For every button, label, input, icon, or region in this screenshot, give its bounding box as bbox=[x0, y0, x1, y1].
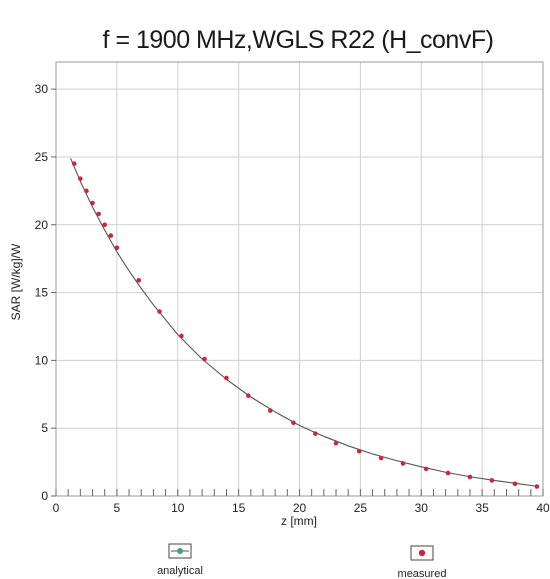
measured-point bbox=[78, 176, 83, 181]
measured-point bbox=[136, 278, 142, 283]
y-tick-label: 10 bbox=[35, 353, 49, 367]
measured-point bbox=[333, 440, 339, 446]
x-tick-label: 25 bbox=[354, 501, 368, 515]
measured-point bbox=[313, 431, 318, 436]
measured-point bbox=[224, 375, 229, 381]
y-tick-label: 30 bbox=[35, 82, 49, 96]
y-tick-label: 20 bbox=[35, 218, 49, 232]
measured-point bbox=[378, 455, 384, 461]
legend-measured-marker bbox=[418, 549, 426, 557]
chart-title: f = 1900 MHz,WGLS R22 (H_convF) bbox=[103, 26, 494, 54]
x-tick-label: 15 bbox=[232, 501, 246, 515]
x-tick-label: 10 bbox=[171, 501, 185, 515]
x-tick-label: 30 bbox=[415, 501, 429, 515]
measured-point bbox=[71, 161, 77, 167]
y-axis-label: SAR [W/kg]/W bbox=[9, 243, 23, 320]
measured-point bbox=[157, 309, 162, 314]
x-tick-label: 20 bbox=[293, 501, 307, 515]
analytical-curve bbox=[70, 158, 537, 487]
legend-measured-label: measured bbox=[398, 568, 447, 579]
measured-point bbox=[96, 211, 101, 217]
legend-analytical-marker bbox=[177, 548, 183, 554]
measured-point bbox=[400, 461, 406, 466]
measured-point bbox=[267, 408, 273, 413]
measured-point bbox=[467, 474, 473, 480]
y-tick-label: 0 bbox=[41, 489, 48, 503]
y-tick-label: 15 bbox=[35, 286, 49, 300]
measured-point bbox=[356, 448, 362, 454]
grid bbox=[55, 62, 544, 497]
measured-point bbox=[108, 233, 114, 238]
legend-analytical: analytical bbox=[157, 543, 203, 577]
y-tick-labels: 0 5 10 15 20 25 30 bbox=[35, 82, 56, 503]
measured-point bbox=[512, 481, 518, 487]
x-tick-label: 40 bbox=[536, 501, 550, 515]
x-minor-ticks bbox=[55, 489, 544, 496]
x-tick-label: 0 bbox=[53, 501, 60, 515]
measured-point bbox=[423, 466, 429, 472]
x-tick-label: 5 bbox=[114, 501, 121, 515]
x-axis-label: z [mm] bbox=[281, 514, 317, 528]
legend-measured: measured bbox=[398, 545, 447, 579]
legend: analytical measured bbox=[157, 543, 447, 579]
x-tick-label: 35 bbox=[475, 501, 489, 515]
measured-point bbox=[489, 478, 495, 483]
measured-point bbox=[445, 470, 451, 476]
measured-point bbox=[90, 200, 95, 206]
y-tick-label: 25 bbox=[35, 150, 49, 164]
measured-point bbox=[534, 484, 540, 489]
measured-point bbox=[246, 393, 251, 398]
measured-point bbox=[179, 333, 184, 339]
measured-point bbox=[114, 245, 120, 251]
measured-point bbox=[202, 356, 207, 362]
y-tick-label: 5 bbox=[41, 421, 48, 435]
measured-point bbox=[291, 420, 296, 426]
measured-point bbox=[84, 188, 89, 194]
x-tick-labels: 0 5 10 15 20 25 30 35 40 bbox=[53, 501, 550, 515]
measured-points bbox=[71, 161, 540, 489]
measured-point bbox=[102, 222, 107, 228]
legend-analytical-label: analytical bbox=[157, 565, 203, 577]
